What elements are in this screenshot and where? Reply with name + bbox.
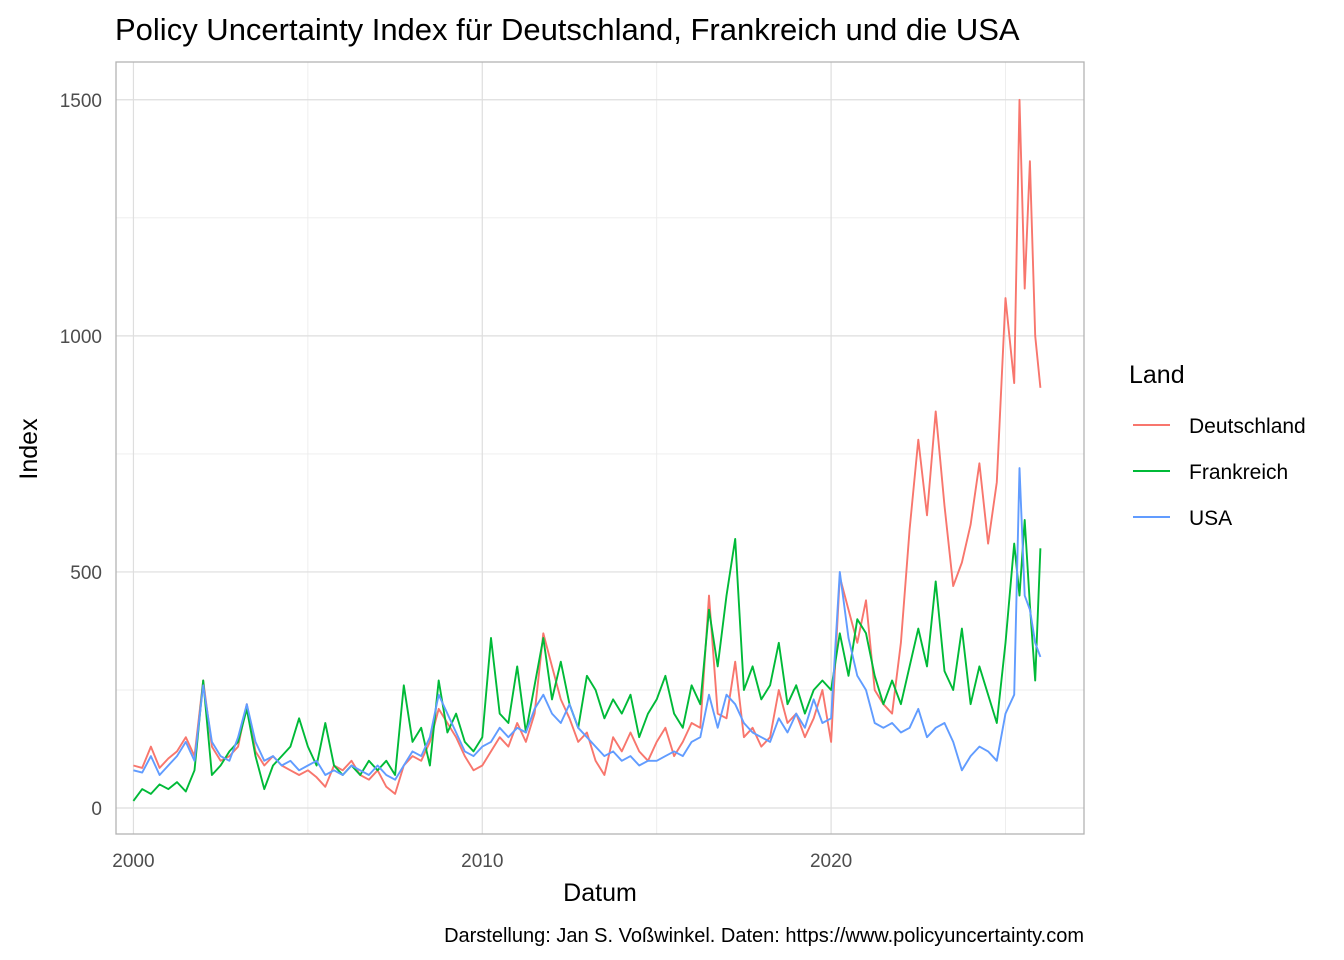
series-line-usa	[133, 467, 1042, 781]
x-tick-label: 2000	[112, 851, 154, 872]
y-tick-label: 0	[91, 799, 102, 820]
legend-title: Land	[1129, 361, 1185, 389]
chart-caption: Darstellung: Jan S. Voßwinkel. Daten: ht…	[444, 925, 1084, 947]
legend-label-usa: USA	[1189, 507, 1232, 530]
y-tick-label: 500	[70, 563, 102, 584]
chart-title: Policy Uncertainty Index für Deutschland…	[115, 12, 1020, 47]
legend-label-frankreich: Frankreich	[1189, 461, 1288, 484]
series-layer	[132, 98, 1042, 802]
panel-border	[115, 61, 1085, 835]
y-tick-label: 1500	[60, 91, 102, 112]
y-axis-title: Index	[15, 418, 43, 480]
legend: Land Deutschland Frankreich USA	[1129, 361, 1306, 530]
legend-label-deutschland: Deutschland	[1189, 415, 1306, 438]
y-axis: 0 500 1000 1500	[60, 91, 102, 820]
x-axis: 2000 2010 2020	[112, 851, 852, 872]
x-tick-label: 2020	[810, 851, 852, 872]
grid	[116, 62, 1084, 834]
series-line-frankreich	[132, 519, 1042, 802]
series-line-deutschland	[133, 98, 1042, 795]
x-tick-label: 2010	[461, 851, 503, 872]
x-axis-title: Datum	[563, 879, 637, 907]
y-tick-label: 1000	[60, 327, 102, 348]
